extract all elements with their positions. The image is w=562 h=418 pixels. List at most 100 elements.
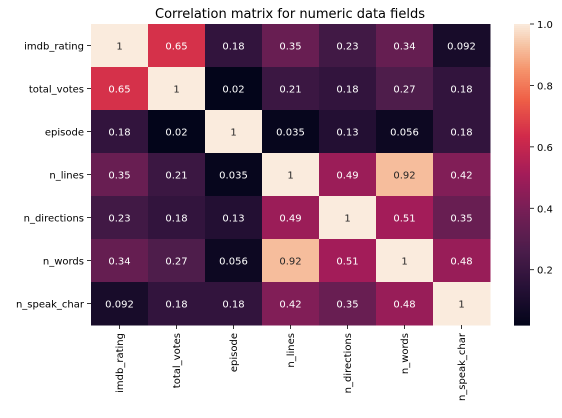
cell-value-label: 0.51 xyxy=(393,214,415,225)
colorbar-segment xyxy=(514,172,530,176)
colorbar-segment xyxy=(514,40,530,43)
colorbar-segment xyxy=(514,308,530,312)
cell-value-label: 1 xyxy=(287,171,293,182)
colorbar-segment xyxy=(514,318,530,322)
heatmap-cell xyxy=(91,67,149,111)
heatmap-cell xyxy=(148,24,206,68)
colorbar-segment xyxy=(514,170,530,174)
colorbar-segment xyxy=(514,248,530,252)
colorbar-segment xyxy=(514,310,530,314)
colorbar-segment xyxy=(514,24,530,27)
colorbar-segment xyxy=(514,144,530,148)
colorbar-segment xyxy=(514,82,530,85)
colorbar-segment xyxy=(514,122,530,125)
colorbar-segment xyxy=(514,74,530,77)
cell-value-label: 0.48 xyxy=(450,257,472,268)
cell-value-label: 0.02 xyxy=(222,85,244,96)
cell-value-label: 0.49 xyxy=(279,214,301,225)
colorbar-segment xyxy=(514,204,530,208)
cell-value-label: 0.35 xyxy=(336,300,358,311)
colorbar-segment xyxy=(514,186,530,190)
colorbar-segment xyxy=(514,270,530,274)
colorbar-segment xyxy=(514,146,530,150)
colorbar-segment xyxy=(514,246,530,250)
cell-value-label: 0.18 xyxy=(450,85,472,96)
colorbar-segment xyxy=(514,262,530,266)
colorbar-segment xyxy=(514,78,530,81)
colorbar-segment xyxy=(514,242,530,246)
colorbar-segment xyxy=(514,64,530,67)
colorbar-segment xyxy=(514,266,530,270)
cell-value-label: 0.92 xyxy=(393,171,415,182)
colorbar-segment xyxy=(514,196,530,200)
colorbar: 0.2 0.4 0.6 0.8 1.0 xyxy=(514,20,553,326)
colorbar-segment xyxy=(514,168,530,172)
colorbar-segment xyxy=(514,134,530,137)
colorbar-segment xyxy=(514,296,530,300)
colorbar-tick-label: 1.0 xyxy=(537,20,553,31)
colorbar-segment xyxy=(514,76,530,79)
cell-value-label: 1 xyxy=(344,214,350,225)
cell-value-label: 0.21 xyxy=(279,85,301,96)
colorbar-segment xyxy=(514,50,530,53)
cell-value-label: 0.48 xyxy=(393,300,415,311)
heatmap-cell xyxy=(433,110,491,154)
colorbar-segment xyxy=(514,306,530,310)
colorbar-segment xyxy=(514,120,530,123)
colorbar-segment xyxy=(514,140,530,143)
cell-value-label: 0.27 xyxy=(393,85,415,96)
cell-value-label: 1 xyxy=(116,42,122,53)
heatmap-cell xyxy=(148,196,206,240)
colorbar-segment xyxy=(514,202,530,206)
colorbar-segment xyxy=(514,180,530,184)
colorbar-segment xyxy=(514,162,530,166)
heatmap-cell xyxy=(148,239,206,283)
colorbar-segment xyxy=(514,60,530,63)
colorbar-segment xyxy=(514,56,530,59)
colorbar-segment xyxy=(514,252,530,256)
heatmap-cell xyxy=(205,196,263,240)
cell-value-label: 0.18 xyxy=(165,300,187,311)
colorbar-segment xyxy=(514,292,530,296)
heatmap-cell xyxy=(205,110,263,154)
cell-value-label: 0.42 xyxy=(279,300,301,311)
colorbar-tick-label: 0.4 xyxy=(537,204,553,215)
colorbar-segment xyxy=(514,154,530,158)
heatmap-cell xyxy=(376,239,434,283)
colorbar-segment xyxy=(514,42,530,45)
colorbar-segment xyxy=(514,322,530,326)
colorbar-segment xyxy=(514,118,530,121)
colorbar-segment xyxy=(514,38,530,41)
colorbar-segment xyxy=(514,80,530,83)
colorbar-segment xyxy=(514,226,530,230)
colorbar-segment xyxy=(514,94,530,97)
colorbar-segment xyxy=(514,164,530,168)
x-tick-label: imdb_rating xyxy=(115,333,126,393)
x-tick-label: n_lines xyxy=(286,333,297,368)
y-tick-label: n_lines xyxy=(49,171,84,182)
heatmap-cell xyxy=(376,196,434,240)
colorbar-segment xyxy=(514,102,530,105)
cell-value-label: 0.92 xyxy=(279,257,301,268)
colorbar-tick-label: 0.8 xyxy=(537,81,553,92)
y-tick-label: n_directions xyxy=(24,214,84,225)
colorbar-segment xyxy=(514,294,530,298)
colorbar-segment xyxy=(514,284,530,288)
colorbar-segment xyxy=(514,126,530,129)
y-tick-label: total_votes xyxy=(29,85,84,96)
colorbar-tick-label: 0.6 xyxy=(537,143,553,154)
colorbar-segment xyxy=(514,268,530,272)
cell-value-label: 0.34 xyxy=(393,42,415,53)
colorbar-segment xyxy=(514,84,530,87)
x-tick-label: episode xyxy=(229,333,240,372)
cell-value-label: 0.21 xyxy=(165,171,187,182)
heatmap-cell xyxy=(205,24,263,68)
colorbar-segment xyxy=(514,288,530,292)
cell-value-label: 0.092 xyxy=(105,300,134,311)
heatmap-cell xyxy=(433,24,491,68)
heatmap-cell xyxy=(319,196,377,240)
heatmap-cell xyxy=(205,282,263,326)
colorbar-segment xyxy=(514,166,530,170)
cell-value-label: 0.056 xyxy=(390,128,419,139)
